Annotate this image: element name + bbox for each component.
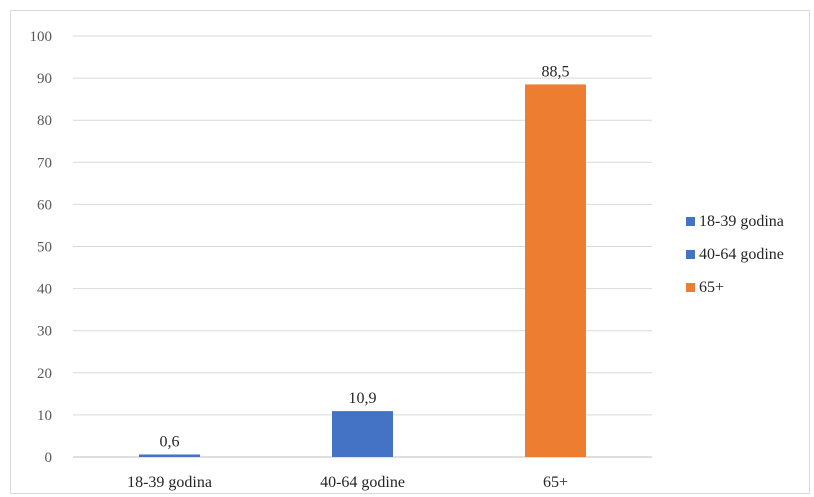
bar (139, 454, 200, 457)
y-tick-label: 0 (45, 450, 53, 466)
legend-item: 18-39 godina (686, 205, 810, 238)
data-label: 88,5 (542, 63, 570, 80)
x-category-label: 18-39 godina (127, 474, 212, 491)
legend-label: 18-39 godina (699, 212, 784, 230)
legend-item: 40-64 godine (686, 238, 810, 271)
y-axis-ticks: 0 10 20 30 40 50 60 70 80 90 100 (30, 29, 53, 466)
y-tick-label: 80 (37, 113, 52, 129)
x-axis-categories: 18-39 godina 40-64 godine 65+ (127, 474, 568, 491)
y-tick-label: 70 (37, 155, 52, 171)
data-labels: 0,6 10,9 88,5 (160, 63, 570, 450)
data-label: 0,6 (160, 433, 180, 450)
y-tick-label: 50 (37, 240, 52, 256)
y-tick-label: 100 (30, 29, 53, 45)
data-label: 10,9 (349, 390, 377, 407)
legend-label: 65+ (699, 278, 725, 296)
y-tick-label: 30 (37, 324, 52, 340)
legend-swatch (686, 217, 695, 226)
legend: 18-39 godina 40-64 godine 65+ (686, 205, 810, 304)
x-category-label: 65+ (543, 474, 568, 491)
y-tick-label: 10 (37, 408, 52, 424)
bars (139, 84, 586, 457)
legend-swatch (686, 283, 695, 292)
y-tick-label: 60 (37, 197, 52, 213)
bar (332, 411, 393, 457)
x-category-label: 40-64 godine (320, 474, 405, 491)
legend-item: 65+ (686, 271, 810, 304)
y-tick-label: 20 (37, 366, 52, 382)
chart-frame (10, 10, 810, 494)
y-tick-label: 90 (37, 71, 52, 87)
bar (525, 84, 586, 457)
y-tick-label: 40 (37, 282, 52, 298)
legend-label: 40-64 godine (699, 245, 784, 263)
legend-swatch (686, 250, 695, 259)
